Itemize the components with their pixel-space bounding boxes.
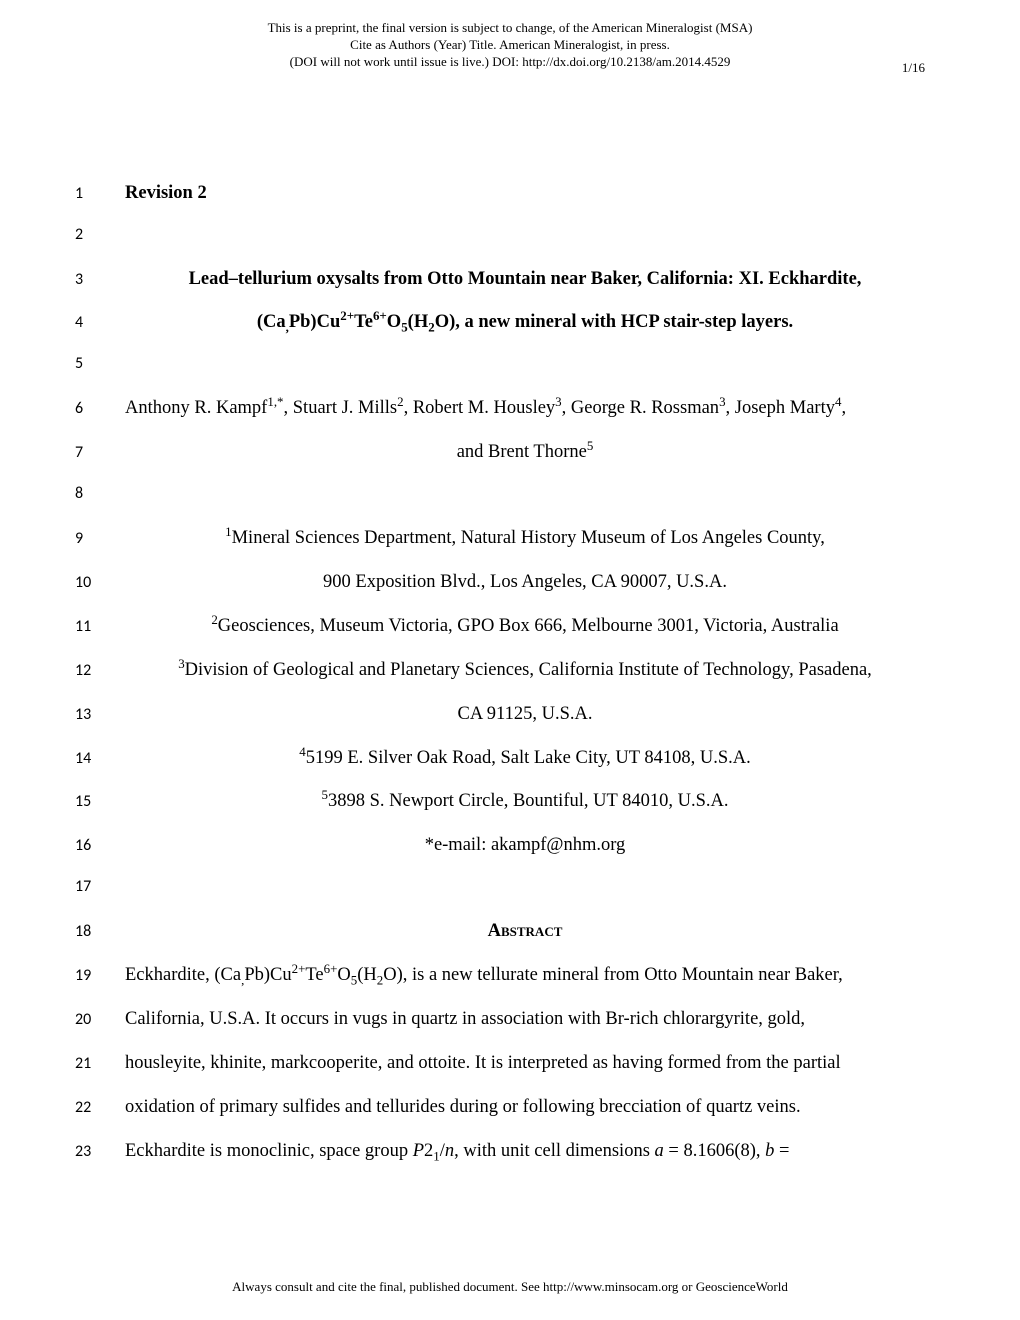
line-number: 15 <box>75 792 125 811</box>
affiliation-3b: CA 91125, U.S.A. <box>125 702 925 728</box>
line-11: 11 2Geosciences, Museum Victoria, GPO Bo… <box>75 614 925 640</box>
line-number: 4 <box>75 313 125 332</box>
line-7: 7 and Brent Thorne5 <box>75 440 925 466</box>
line-number: 5 <box>75 354 125 373</box>
line-number: 21 <box>75 1054 125 1073</box>
line-number: 6 <box>75 399 125 418</box>
authors-line-2: and Brent Thorne5 <box>125 440 925 466</box>
line-number: 14 <box>75 749 125 768</box>
line-20: 20 California, U.S.A. It occurs in vugs … <box>75 1007 925 1033</box>
title-line-1: Lead–tellurium oxysalts from Otto Mounta… <box>125 267 925 293</box>
line-3: 3 Lead–tellurium oxysalts from Otto Moun… <box>75 267 925 293</box>
line-number: 11 <box>75 617 125 636</box>
line-22: 22 oxidation of primary sulfides and tel… <box>75 1095 925 1121</box>
line-18: 18 Abstract <box>75 919 925 945</box>
line-number: 2 <box>75 225 125 244</box>
affiliation-4: 45199 E. Silver Oak Road, Salt Lake City… <box>125 746 925 772</box>
line-23: 23 Eckhardite is monoclinic, space group… <box>75 1139 925 1165</box>
line-14: 14 45199 E. Silver Oak Road, Salt Lake C… <box>75 746 925 772</box>
line-1: 1 Revision 2 <box>75 181 925 207</box>
line-12: 12 3Division of Geological and Planetary… <box>75 658 925 684</box>
line-number: 1 <box>75 184 125 203</box>
line-2: 2 <box>75 225 925 249</box>
line-16: 16 *e-mail: akampf@nhm.org <box>75 833 925 859</box>
line-19: 19 Eckhardite, (Ca,Pb)Cu2+Te6+O5(H2O), i… <box>75 963 925 989</box>
line-4: 4 (Ca,Pb)Cu2+Te6+O5(H2O), a new mineral … <box>75 310 925 336</box>
line-number: 13 <box>75 705 125 724</box>
line-21: 21 housleyite, khinite, markcooperite, a… <box>75 1051 925 1077</box>
abstract-heading: Abstract <box>125 919 925 945</box>
header-line-3: (DOI will not work until issue is live.)… <box>0 54 1020 71</box>
line-number: 17 <box>75 877 125 896</box>
affiliation-3a: 3Division of Geological and Planetary Sc… <box>125 658 925 684</box>
affiliation-2: 2Geosciences, Museum Victoria, GPO Box 6… <box>125 614 925 640</box>
abstract-text: housleyite, khinite, markcooperite, and … <box>125 1051 925 1077</box>
line-8: 8 <box>75 484 925 508</box>
header-line-2: Cite as Authors (Year) Title. American M… <box>0 37 1020 54</box>
line-number: 3 <box>75 270 125 289</box>
line-number: 10 <box>75 573 125 592</box>
line-number: 12 <box>75 661 125 680</box>
page-number: 1/16 <box>902 60 925 76</box>
footer-notice: Always consult and cite the final, publi… <box>0 1279 1020 1295</box>
line-10: 10 900 Exposition Blvd., Los Angeles, CA… <box>75 570 925 596</box>
abstract-text: Eckhardite is monoclinic, space group P2… <box>125 1139 925 1165</box>
preprint-header: This is a preprint, the final version is… <box>0 0 1020 71</box>
line-6: 6 Anthony R. Kampf1,*, Stuart J. Mills2,… <box>75 396 925 422</box>
line-17: 17 <box>75 877 925 901</box>
abstract-text: California, U.S.A. It occurs in vugs in … <box>125 1007 925 1033</box>
abstract-text: Eckhardite, (Ca,Pb)Cu2+Te6+O5(H2O), is a… <box>125 963 925 989</box>
line-number: 22 <box>75 1098 125 1117</box>
line-number: 23 <box>75 1142 125 1161</box>
line-number: 7 <box>75 443 125 462</box>
affiliation-1a: 1Mineral Sciences Department, Natural Hi… <box>125 526 925 552</box>
manuscript-body: 1 Revision 2 2 3 Lead–tellurium oxysalts… <box>0 71 1020 1165</box>
line-number: 16 <box>75 836 125 855</box>
line-number: 9 <box>75 529 125 548</box>
title-line-2: (Ca,Pb)Cu2+Te6+O5(H2O), a new mineral wi… <box>125 310 925 336</box>
revision-label: Revision 2 <box>125 181 925 207</box>
line-number: 19 <box>75 966 125 985</box>
affiliation-5: 53898 S. Newport Circle, Bountiful, UT 8… <box>125 789 925 815</box>
line-number: 18 <box>75 922 125 941</box>
affiliation-1b: 900 Exposition Blvd., Los Angeles, CA 90… <box>125 570 925 596</box>
line-number: 20 <box>75 1010 125 1029</box>
line-9: 9 1Mineral Sciences Department, Natural … <box>75 526 925 552</box>
abstract-text: oxidation of primary sulfides and tellur… <box>125 1095 925 1121</box>
line-number: 8 <box>75 484 125 503</box>
line-13: 13 CA 91125, U.S.A. <box>75 702 925 728</box>
line-5: 5 <box>75 354 925 378</box>
corresponding-email: *e-mail: akampf@nhm.org <box>125 833 925 859</box>
authors-line-1: Anthony R. Kampf1,*, Stuart J. Mills2, R… <box>125 396 925 422</box>
line-15: 15 53898 S. Newport Circle, Bountiful, U… <box>75 789 925 815</box>
header-line-1: This is a preprint, the final version is… <box>0 20 1020 37</box>
